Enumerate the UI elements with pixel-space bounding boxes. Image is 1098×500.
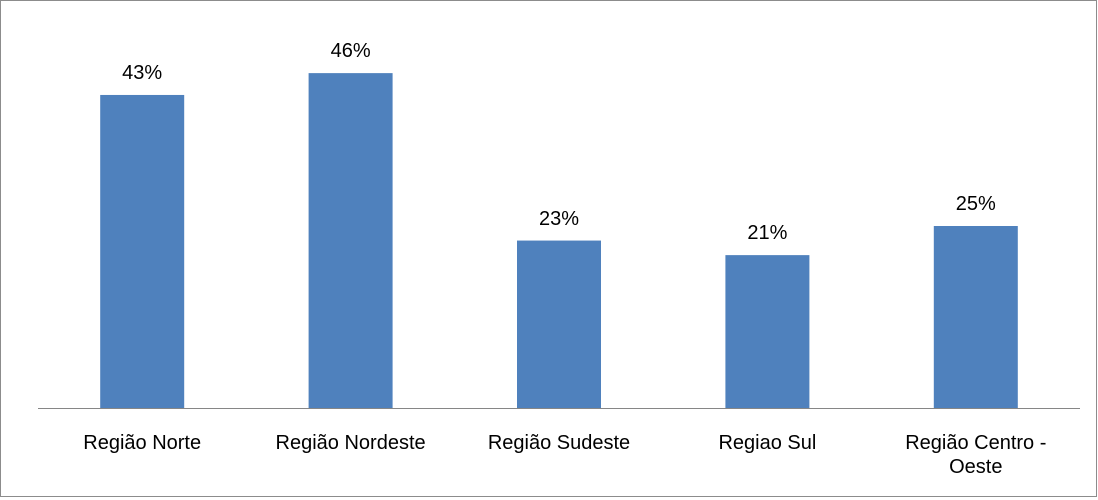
value-label: 25% (955, 193, 996, 215)
bar (308, 73, 393, 409)
bar (933, 226, 1018, 408)
bar (517, 240, 601, 408)
x-tick-label: Região Norte (83, 432, 202, 454)
x-tick-label: Região Sudeste (487, 432, 631, 454)
value-label: 43% (122, 61, 163, 84)
x-tick-label: Região Nordeste (275, 432, 426, 454)
x-tick-label: Região Centro - Oeste (905, 432, 1047, 478)
value-label: 46% (330, 40, 371, 63)
value-label: 21% (747, 222, 788, 245)
bar (725, 255, 810, 408)
bar (100, 94, 185, 409)
value-label: 23% (538, 207, 580, 230)
x-tick-label: Regiao Sul (718, 432, 817, 454)
